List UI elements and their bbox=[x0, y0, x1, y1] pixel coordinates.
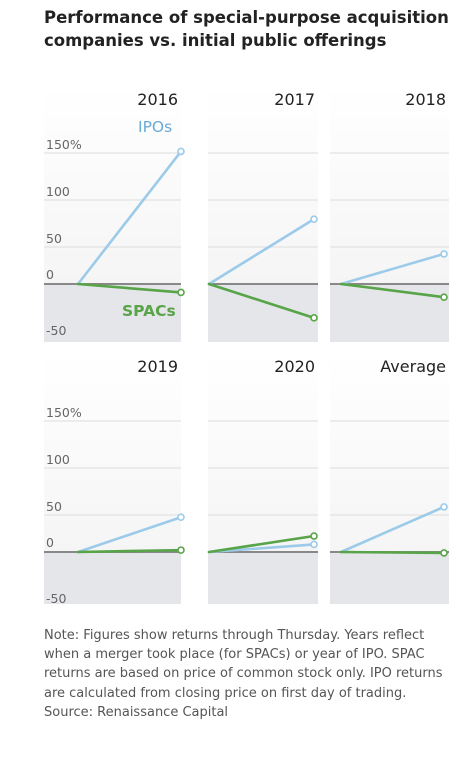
note-text: Note: Figures show returns through Thurs… bbox=[44, 628, 443, 701]
chart-title: Performance of special-purpose acquisiti… bbox=[44, 8, 449, 50]
y-tick-label: 100 bbox=[46, 452, 70, 467]
spac-series-line bbox=[207, 282, 316, 320]
ipo-end-point bbox=[440, 503, 448, 511]
ipo-series-line bbox=[207, 543, 316, 554]
y-tick-label: -50 bbox=[46, 591, 66, 606]
spac-series-label: SPACs bbox=[122, 302, 176, 320]
spac-series-line bbox=[207, 534, 316, 554]
ipo-end-point bbox=[177, 513, 185, 522]
y-tick-label: 0 bbox=[46, 535, 54, 550]
panel-title: 2018 bbox=[405, 90, 446, 109]
spac-end-point bbox=[440, 293, 448, 301]
y-tick-label: -50 bbox=[46, 323, 66, 338]
chart-footnote: Note: Figures show returns through Thurs… bbox=[44, 626, 449, 722]
ipo-end-point bbox=[310, 540, 318, 549]
ipo-series-line bbox=[76, 515, 183, 554]
y-tick-label: 50 bbox=[46, 499, 62, 514]
spac-end-point bbox=[310, 532, 318, 540]
panel-background-upper bbox=[208, 352, 318, 552]
panel-background-upper bbox=[330, 85, 449, 284]
panel-title: Average bbox=[380, 357, 446, 376]
chart-panel: 2020 bbox=[207, 352, 318, 604]
y-tick-label: 150% bbox=[46, 137, 82, 152]
panel-background-upper bbox=[330, 352, 449, 552]
chart-panel: 2016 150% 100 50 0 -50 IPOs SPACs bbox=[44, 85, 185, 342]
panel-background-lower bbox=[330, 552, 449, 604]
panel-title: 2016 bbox=[137, 90, 178, 109]
panel-title: 2020 bbox=[274, 357, 315, 376]
panel-background-lower bbox=[330, 284, 449, 342]
y-tick-label: 150% bbox=[46, 405, 82, 420]
ipo-end-point bbox=[440, 250, 448, 258]
ipo-series-line bbox=[76, 150, 183, 286]
panel-title: 2017 bbox=[274, 90, 315, 109]
chart-panel: 2017 bbox=[207, 85, 318, 342]
y-tick-label: 0 bbox=[46, 267, 54, 282]
ipo-series-line bbox=[339, 252, 446, 286]
spac-series-line bbox=[339, 550, 446, 555]
panel-background-lower bbox=[208, 552, 318, 604]
chart-panel: Average bbox=[330, 352, 449, 604]
spac-end-point bbox=[177, 546, 185, 554]
spac-end-point bbox=[310, 314, 318, 322]
chart-panel: 2018 bbox=[330, 85, 449, 342]
ipo-end-point bbox=[310, 215, 318, 223]
chart-panel: 2019 150% 100 50 0 -50 bbox=[44, 352, 185, 606]
ipo-series-line bbox=[339, 505, 446, 554]
spac-end-point bbox=[440, 549, 448, 557]
y-tick-label: 50 bbox=[46, 231, 62, 246]
y-tick-label: 100 bbox=[46, 184, 70, 199]
spac-end-point bbox=[177, 288, 185, 297]
panel-background-lower bbox=[44, 552, 181, 604]
panel-background-upper bbox=[44, 85, 181, 284]
source-text: Source: Renaissance Capital bbox=[44, 704, 229, 720]
panel-background-upper bbox=[44, 352, 181, 552]
ipo-series-line bbox=[207, 217, 316, 286]
ipo-series-label: IPOs bbox=[138, 118, 172, 136]
spac-series-line bbox=[76, 548, 183, 554]
spac-series-line bbox=[76, 282, 183, 294]
panel-background-upper bbox=[208, 85, 318, 284]
panel-title: 2019 bbox=[137, 357, 178, 376]
panel-background-lower bbox=[44, 284, 181, 342]
ipo-end-point bbox=[177, 147, 185, 156]
spac-series-line bbox=[339, 282, 446, 299]
